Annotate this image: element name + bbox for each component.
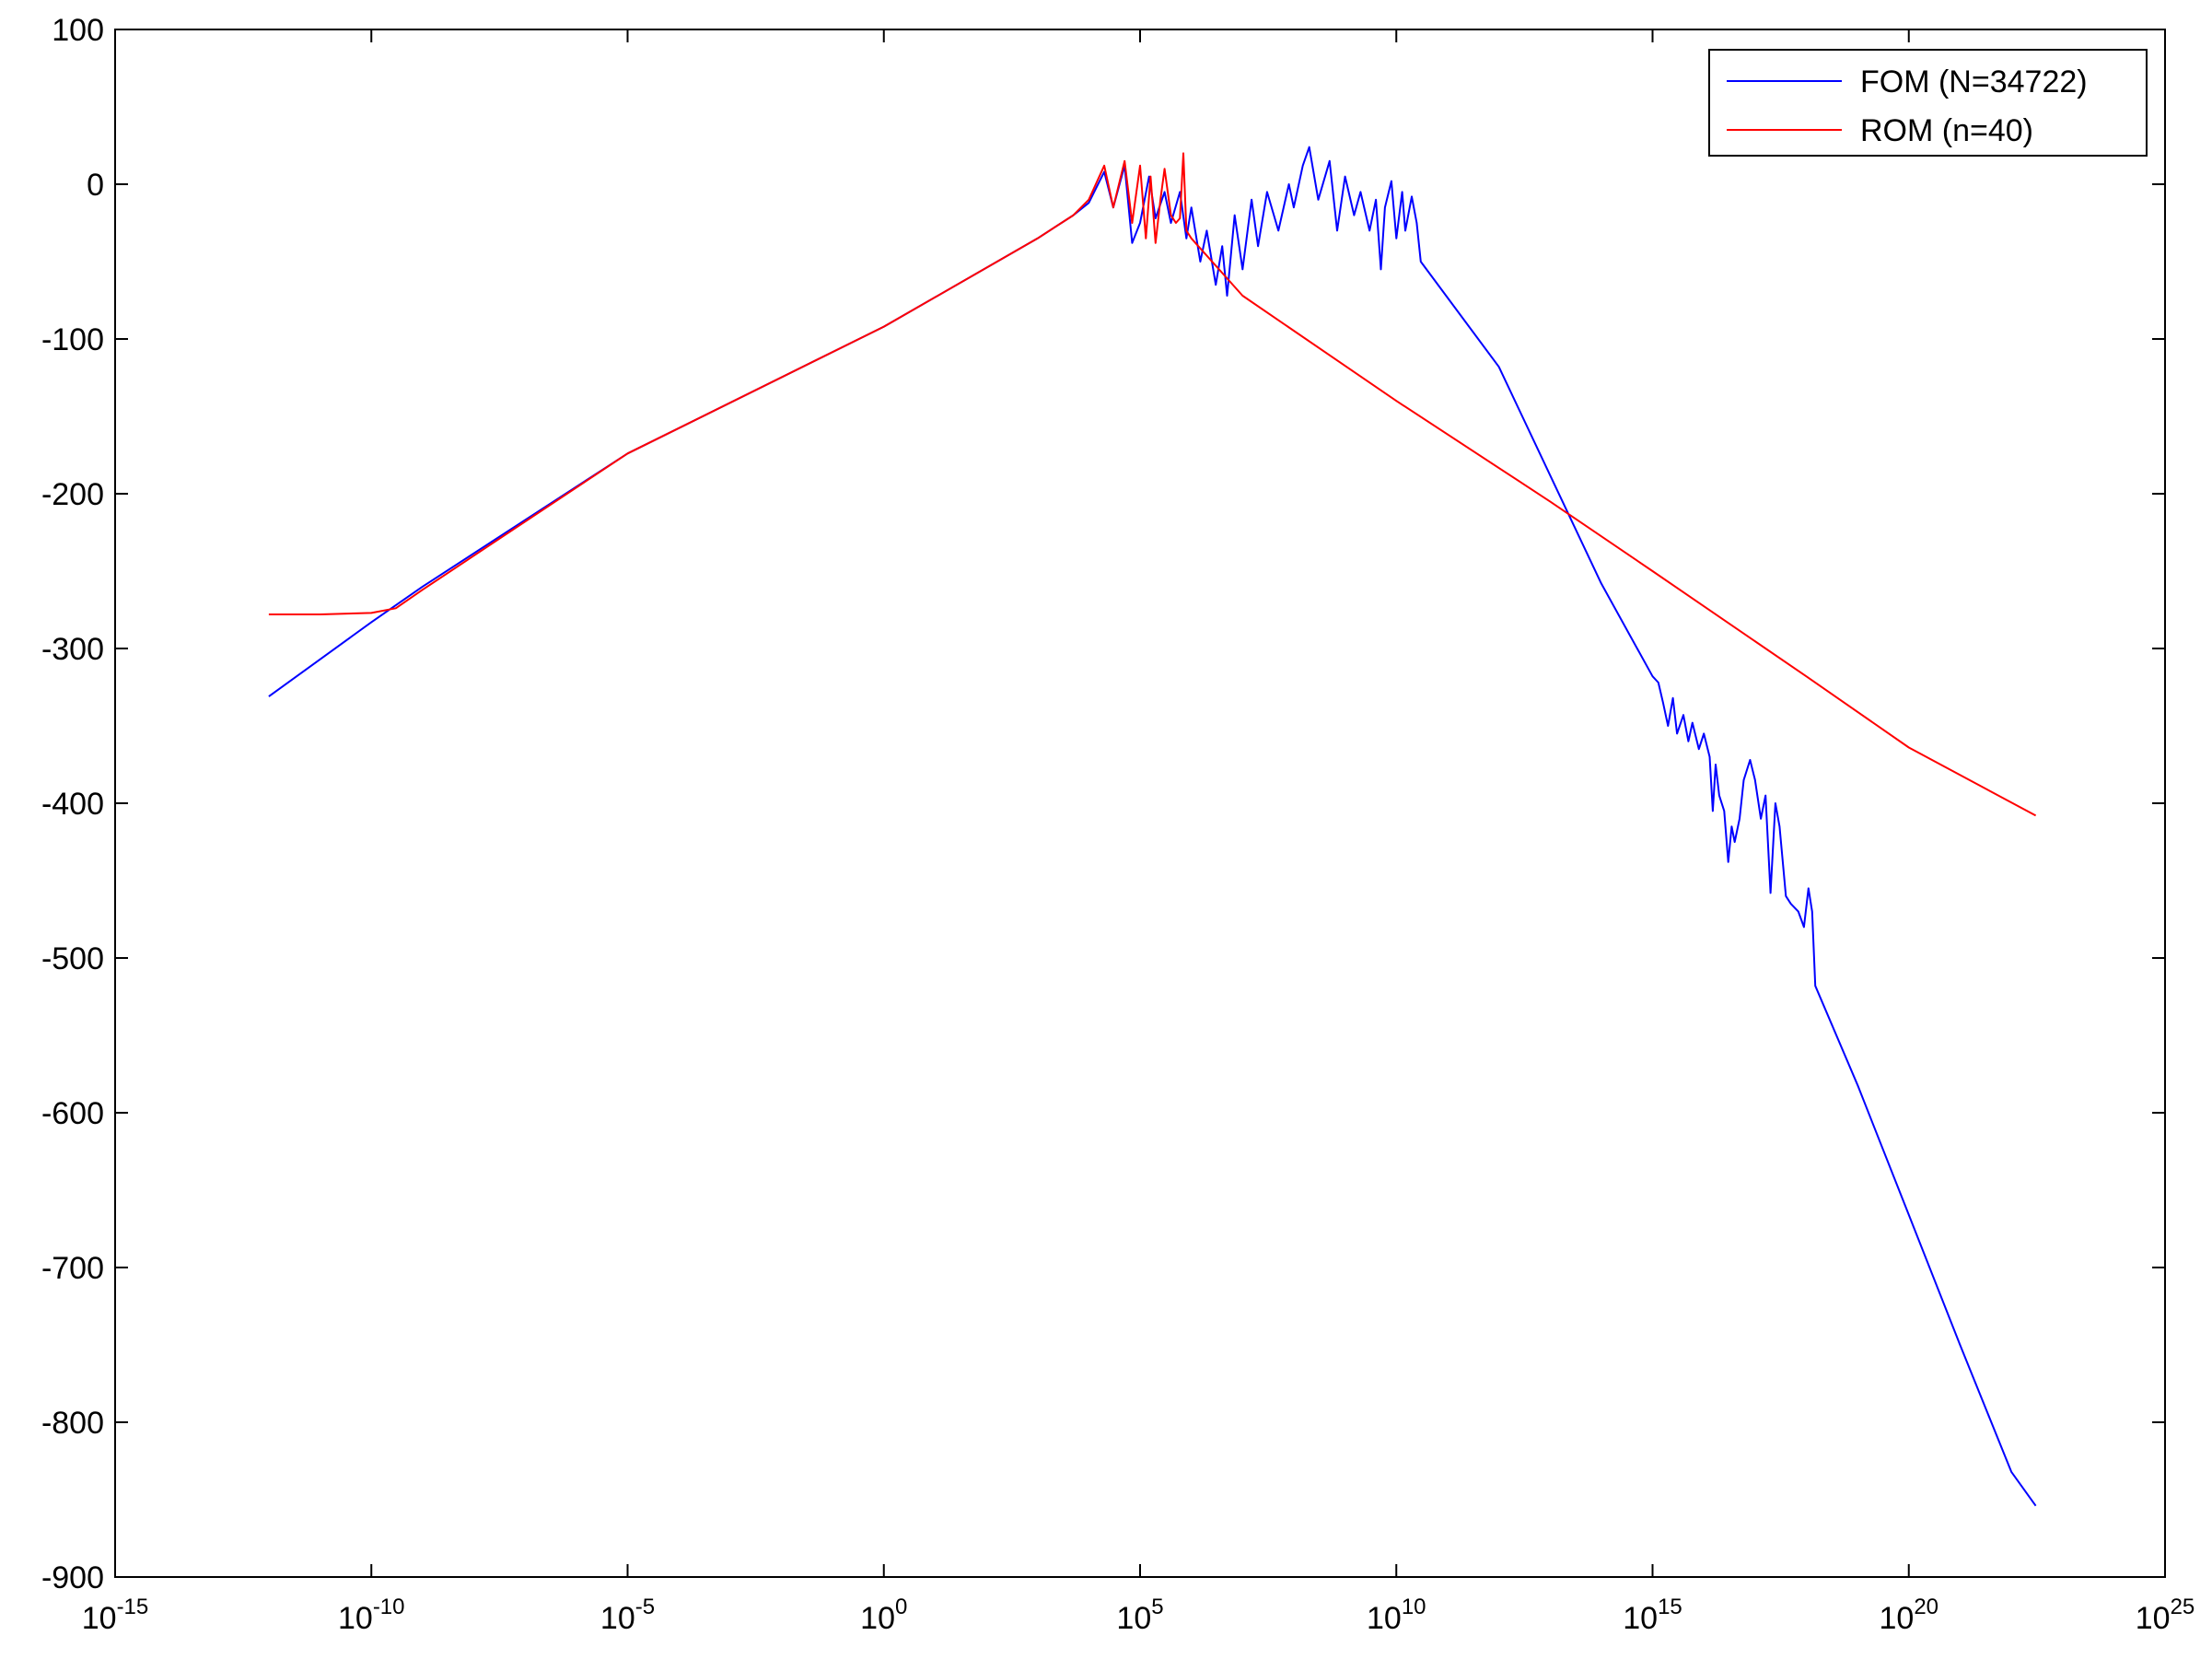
x-tick-base: 10	[338, 1601, 373, 1636]
y-tick-label: -800	[41, 1406, 104, 1441]
y-tick-label: -700	[41, 1251, 104, 1286]
y-tick-label: -900	[41, 1560, 104, 1595]
x-tick-base: 10	[82, 1601, 117, 1636]
y-tick-label: -400	[41, 787, 104, 822]
x-tick-exponent: 10	[1402, 1595, 1426, 1619]
series-line-rom	[268, 152, 2037, 817]
legend-label-rom: ROM (n=40)	[1860, 113, 2033, 148]
y-tick-label: 100	[52, 13, 104, 48]
x-tick-exponent: 5	[1151, 1595, 1163, 1619]
y-tick-label: -300	[41, 632, 104, 667]
x-tick-base: 10	[1367, 1601, 1402, 1636]
x-tick-label: 1015	[1623, 1595, 1682, 1636]
x-tick-label: 1010	[1367, 1595, 1426, 1636]
x-tick-exponent: -5	[635, 1595, 655, 1619]
legend-label-fom: FOM (N=34722)	[1860, 64, 2088, 99]
legend: FOM (N=34722) ROM (n=40)	[1708, 49, 2148, 157]
x-tick-base: 10	[1879, 1601, 1914, 1636]
x-tick-exponent: -15	[117, 1595, 149, 1619]
x-tick-exponent: 25	[2171, 1595, 2195, 1619]
x-tick-exponent: 15	[1658, 1595, 1682, 1619]
x-tick-base: 10	[2136, 1601, 2171, 1636]
x-tick-label: 10-15	[82, 1595, 149, 1636]
x-tick-label: 10-5	[600, 1595, 655, 1636]
x-tick-exponent: -10	[373, 1595, 405, 1619]
y-tick-label: -600	[41, 1096, 104, 1131]
x-tick-exponent: 20	[1914, 1595, 1938, 1619]
series-layer	[268, 146, 2037, 1507]
x-tick-base: 10	[860, 1601, 895, 1636]
x-tick-base: 10	[600, 1601, 635, 1636]
x-tick-label: 1020	[1879, 1595, 1938, 1636]
plot-area	[268, 146, 2037, 1507]
y-tick-label: -500	[41, 941, 104, 976]
y-tick-label: 0	[87, 168, 104, 203]
legend-box	[1708, 49, 2148, 157]
x-tick-base: 10	[1623, 1601, 1658, 1636]
x-tick-exponent: 0	[895, 1595, 907, 1619]
y-tick-label: -200	[41, 477, 104, 512]
x-tick-base: 10	[1116, 1601, 1151, 1636]
y-tick-label: -100	[41, 322, 104, 357]
x-tick-label: 100	[860, 1595, 907, 1636]
x-tick-label: 10-10	[338, 1595, 405, 1636]
series-line-fom	[268, 146, 2037, 1507]
x-tick-label: 1025	[2136, 1595, 2195, 1636]
x-tick-label: 105	[1116, 1595, 1163, 1636]
ticks-layer: 1000-100-200-300-400-500-600-700-800-900…	[41, 13, 2195, 1636]
